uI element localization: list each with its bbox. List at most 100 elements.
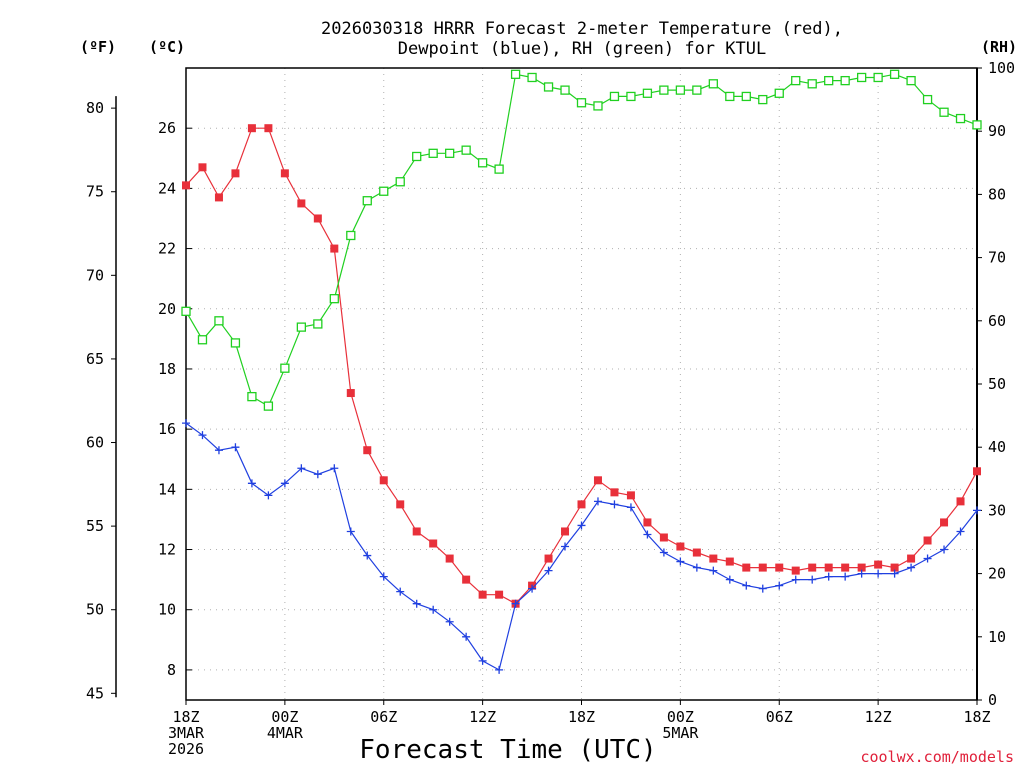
dewpoint-point	[643, 530, 652, 539]
fahrenheit-tick-label: 50	[86, 601, 104, 619]
dewpoint-point	[264, 491, 273, 500]
2-meter-temperature-point	[610, 488, 619, 497]
dewpoint-point	[396, 587, 405, 596]
2-meter-temperature-point	[478, 590, 487, 599]
celsius-tick-label: 8	[167, 661, 176, 679]
rh-point	[247, 391, 257, 402]
dewpoint-point	[528, 584, 537, 593]
x-tick-label: 06Z	[370, 708, 397, 726]
x-tick-label: 12Z	[865, 708, 892, 726]
rh-tick-label: 0	[988, 691, 997, 709]
dewpoint-point	[626, 503, 635, 512]
fahrenheit-unit-label: (ºF)	[80, 38, 116, 56]
fahrenheit-tick-label: 80	[86, 99, 104, 117]
2-meter-temperature-point	[462, 575, 471, 584]
rh-point	[181, 306, 191, 316]
dewpoint-point	[478, 656, 487, 665]
rh-point	[428, 148, 438, 158]
dewpoint-point	[577, 521, 586, 530]
rh-point	[807, 79, 817, 89]
rh-tick-label: 10	[988, 628, 1006, 646]
series-2-meter-temperature	[182, 124, 981, 608]
dewpoint-point	[495, 665, 504, 674]
dewpoint-point	[890, 569, 899, 578]
2-meter-temperature-point	[297, 199, 306, 208]
celsius-tick-label: 12	[158, 541, 176, 559]
series-rh	[181, 69, 982, 411]
dewpoint-point	[429, 605, 438, 614]
rh-point	[593, 101, 603, 111]
2-meter-temperature-point	[577, 500, 586, 509]
rh-point	[725, 91, 735, 102]
2-meter-temperature-point	[198, 163, 207, 172]
2-meter-temperature-point	[775, 563, 784, 572]
x-axis-title: Forecast Time (UTC)	[359, 735, 656, 765]
2-meter-temperature-point	[808, 563, 817, 572]
rh-unit-label: (RH)	[981, 38, 1017, 56]
2-meter-temperature-point	[692, 548, 701, 557]
2-meter-temperature-point	[363, 446, 372, 455]
series-dewpoint	[182, 419, 981, 674]
rh-point	[758, 94, 768, 105]
rh-point	[889, 69, 900, 79]
dewpoint-point	[462, 632, 471, 641]
2-meter-temperature-point	[330, 244, 339, 253]
2-meter-temperature-point	[742, 563, 751, 572]
dewpoint-point	[379, 572, 388, 581]
celsius-tick-label: 20	[158, 300, 176, 318]
rh-point	[329, 294, 339, 304]
rh-point	[675, 85, 686, 95]
2-meter-temperature-point	[379, 476, 388, 485]
rh-point	[576, 98, 587, 108]
dewpoint-point	[692, 563, 701, 572]
x-tick-label: 18Z	[568, 708, 595, 726]
fahrenheit-tick-label: 55	[86, 517, 104, 535]
dewpoint-point	[610, 500, 619, 509]
dewpoint-point	[593, 497, 602, 506]
x-tick-label: 18Z	[963, 708, 990, 726]
celsius-tick-label: 24	[158, 179, 176, 197]
celsius-unit-label: (ºC)	[149, 38, 185, 56]
2-meter-temperature-point	[561, 527, 570, 536]
grid	[186, 68, 977, 700]
dewpoint-point	[214, 446, 223, 455]
dewpoint-point	[198, 431, 207, 440]
rh-point	[313, 319, 323, 329]
dewpoint-point	[182, 419, 190, 428]
dewpoint-point	[940, 545, 949, 554]
x-tick-label: 5MAR	[662, 724, 699, 742]
rh-point	[280, 363, 290, 373]
dewpoint-point	[841, 572, 850, 581]
rh-point	[263, 401, 274, 411]
rh-point	[494, 164, 504, 174]
2-meter-temperature-point	[956, 497, 965, 506]
2-meter-temperature-point	[264, 124, 273, 133]
2-meter-temperature-point	[709, 554, 718, 563]
2-meter-temperature-point	[544, 554, 553, 563]
2-meter-temperature-point	[824, 563, 833, 572]
2-meter-temperature-point	[313, 214, 322, 223]
2-meter-temperature-point	[907, 554, 916, 563]
fahrenheit-tick-label: 65	[86, 350, 104, 368]
2-meter-temperature-point	[214, 193, 223, 202]
dewpoint-point	[758, 584, 767, 593]
dewpoint-point	[346, 527, 355, 536]
2-meter-temperature-point	[626, 491, 635, 500]
x-tick-label: 3MAR	[168, 724, 205, 742]
x-tick-label: 06Z	[766, 708, 793, 726]
rh-point	[873, 72, 883, 83]
rh-tick-label: 70	[988, 249, 1006, 267]
rh-point	[346, 230, 356, 241]
rh-point	[362, 196, 372, 206]
dewpoint-point	[561, 542, 570, 551]
2-meter-temperature-point	[857, 563, 866, 572]
rh-point	[527, 72, 537, 83]
rh-point	[922, 94, 933, 105]
dewpoint-point	[907, 563, 916, 572]
2-meter-temperature-point	[429, 539, 438, 548]
2-meter-temperature-point	[445, 554, 454, 563]
2-meter-temperature-point	[973, 467, 981, 476]
dewpoint-point	[973, 506, 981, 515]
rh-tick-label: 20	[988, 565, 1006, 583]
x-tick-label: 18Z	[172, 708, 199, 726]
